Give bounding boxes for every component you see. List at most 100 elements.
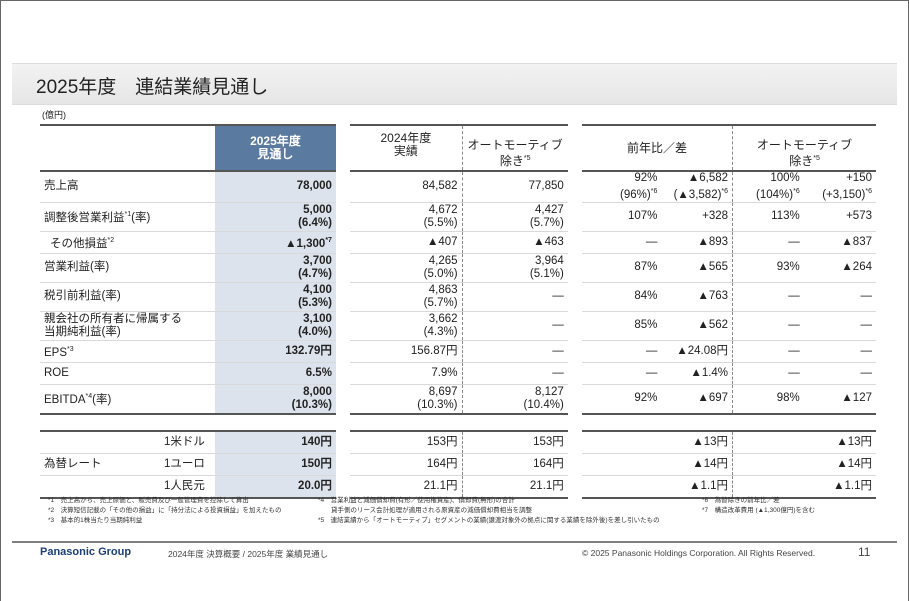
value-fy2024: 84,582 <box>350 171 463 203</box>
value-fy2025: 6.5% <box>214 362 336 385</box>
row-label: 売上高 <box>40 171 215 203</box>
gap <box>336 384 350 414</box>
row-label: 税引前利益(率) <box>40 282 215 312</box>
unit-label: (億円) <box>42 110 66 120</box>
gap <box>336 202 350 231</box>
row-label: 調整後営業利益*1(率) <box>40 202 215 232</box>
fx-fy2025: 20.0円 <box>214 475 336 499</box>
row-label: その他損益*2 <box>40 231 215 254</box>
gap <box>568 253 582 282</box>
table-row: その他損益*2 ▲1,300*7 ▲407 ▲463— ▲893— ▲837 <box>40 231 876 254</box>
fx-yoy-diff: ▲1.1円 <box>661 475 733 499</box>
yoy-ratio-ex: 93% <box>732 253 804 283</box>
gap <box>568 231 582 253</box>
table-row: ROE 6.5% 7.9% — — ▲1.4% — — <box>40 362 876 385</box>
yoy-diff-ex: +150 (+3,150)*6 <box>803 171 876 203</box>
yoy-ratio-ex: — <box>732 340 804 363</box>
fx-cell: 1人民元 <box>40 475 215 499</box>
fx-cell: 1米ドル <box>40 429 215 454</box>
yoy-diff: +328 <box>661 202 733 232</box>
notes-col-1: *1 売上高から、売上原価と、販売費及び一般管理費を控除して算出 *2 決算短信記… <box>48 496 281 526</box>
gap <box>568 362 582 384</box>
value-auto-ex: 8,127 (10.4%) <box>461 384 568 415</box>
value-auto-ex: ▲463 <box>461 231 568 254</box>
gap <box>336 362 350 384</box>
value-auto-ex: — <box>461 362 568 385</box>
footer-rule <box>12 541 897 543</box>
yoy-ratio: 92% <box>582 384 662 415</box>
footnote: *4 営業利益と減価償却費(有形／使用権資産)、償却費(無形)の合計 <box>318 497 515 504</box>
fx-yoy-diff-ex: ▲14円 <box>803 453 876 476</box>
gap <box>336 231 350 253</box>
yoy-ratio-ex: — <box>732 362 804 385</box>
value-fy2025: ▲1,300*7 <box>214 231 336 254</box>
header-auto-ex-2: オートモーティブ 除き*5 <box>732 124 876 172</box>
yoy-diff: ▲697 <box>661 384 733 415</box>
footer-subtitle: 2024年度 決算概要 / 2025年度 業績見通し <box>168 549 329 559</box>
header-auto-ex: オートモーティブ 除き*5 <box>461 124 568 172</box>
fx-fy2024: 153円 <box>350 429 463 454</box>
table-row: 営業利益(率) 3,700 (4.7%) 4,265 (5.0%) 3,964 (5.1%)… <box>40 253 876 283</box>
yoy-ratio-ex: 100% (104%)*6 <box>732 171 804 203</box>
value-auto-ex: 77,850 <box>461 171 568 203</box>
yoy-ratio: — <box>582 340 662 363</box>
gap <box>568 475 582 498</box>
yoy-diff: ▲562 <box>661 311 733 341</box>
yoy-ratio: 87% <box>582 253 662 283</box>
fx-row: 為替レート 1ユーロ 150円 164円 164円 ▲14円 ▲14円 <box>40 453 876 476</box>
fx-yoy-diff-ex: ▲13円 <box>803 429 876 454</box>
page-number: 11 <box>858 545 871 559</box>
row-label: 親会社の所有者に帰属する 当期純利益(率) <box>40 311 215 341</box>
value-fy2024: 3,662 (4.3%) <box>350 311 463 341</box>
gap <box>336 282 350 311</box>
yoy-diff: ▲1.4% <box>661 362 733 385</box>
notes-col-3: *6 為替除きの前年比／差 *7 構造改革費用 (▲1,300億円)を含む <box>702 496 815 516</box>
value-fy2025: 8,000 (10.3%) <box>214 384 336 415</box>
value-auto-ex: 3,964 (5.1%) <box>461 253 568 283</box>
gap <box>336 475 350 498</box>
notes-col-2: *4 営業利益と減価償却費(有形／使用権資産)、償却費(無形)の合計 貸手側のリ… <box>318 496 660 526</box>
frame-top <box>0 0 909 1</box>
fx-currency: 1人民元 <box>164 479 205 492</box>
header-fy2024: 2024年度 実績 <box>350 124 463 172</box>
yoy-diff-ex: ▲127 <box>803 384 876 415</box>
yoy-diff: ▲24.08円 <box>661 340 733 363</box>
yoy-diff-ex: ▲264 <box>803 253 876 283</box>
gap <box>336 171 350 202</box>
yoy-ratio-ex: — <box>732 311 804 341</box>
title-band: 2025年度 連結業績見通し <box>12 63 897 105</box>
fx-yoy-ratio-ex <box>732 429 804 454</box>
footnote: *6 為替除きの前年比／差 <box>702 497 780 504</box>
table-row: EPS*3 132.79円 156.87円 — — ▲24.08円 — — <box>40 340 876 363</box>
fx-auto-ex: 153円 <box>461 429 568 454</box>
yoy-diff-ex: — <box>803 340 876 363</box>
value-fy2025: 78,000 <box>214 171 336 203</box>
gap <box>336 311 350 340</box>
gap-1 <box>336 125 350 171</box>
table-row: 税引前利益(率) 4,100 (5.3%) 4,863 (5.7%) —84% ▲763— — <box>40 282 876 312</box>
gap <box>336 453 350 475</box>
fx-yoy-ratio <box>582 429 662 454</box>
row-label: EBITDA*4(率) <box>40 384 215 415</box>
value-auto-ex: — <box>461 282 568 312</box>
spacer-row <box>40 414 876 431</box>
footnote: *7 構造改革費用 (▲1,300億円)を含む <box>702 507 815 514</box>
row-label: ROE <box>40 362 215 385</box>
value-fy2025: 5,000 (6.4%) <box>214 202 336 232</box>
value-fy2024: 7.9% <box>350 362 463 385</box>
value-auto-ex: — <box>461 311 568 341</box>
fx-yoy-diff: ▲14円 <box>661 453 733 476</box>
gap <box>336 431 350 454</box>
fx-yoy-ratio <box>582 453 662 476</box>
yoy-diff-ex: +573 <box>803 202 876 232</box>
yoy-ratio: 84% <box>582 282 662 312</box>
footnote: 貸手側のリース会計処理が適用される原資産の減価償却費相当を調整 <box>318 507 533 514</box>
footnote: *3 基本的1株当たり当期純利益 <box>48 517 143 524</box>
forecast-table: 2025年度 見通し 2024年度 実績 オートモーティブ 除き*5 前年比／差 オートモーテ… <box>40 124 876 499</box>
company-logo: Panasonic Group <box>40 546 132 558</box>
footnote: *5 連結業績から「オートモーティブ」セグメントの業績(譲渡対象外の拠点に関する… <box>318 517 660 524</box>
table-row: 調整後営業利益*1(率) 5,000 (6.4%) 4,672 (5.5%) 4,427(… <box>40 202 876 232</box>
gap <box>568 453 582 475</box>
fx-row: 1人民元 20.0円 21.1円 21.1円 ▲1.1円 ▲1.1円 <box>40 475 876 499</box>
page-title: 2025年度 連結業績見通し <box>36 77 269 98</box>
